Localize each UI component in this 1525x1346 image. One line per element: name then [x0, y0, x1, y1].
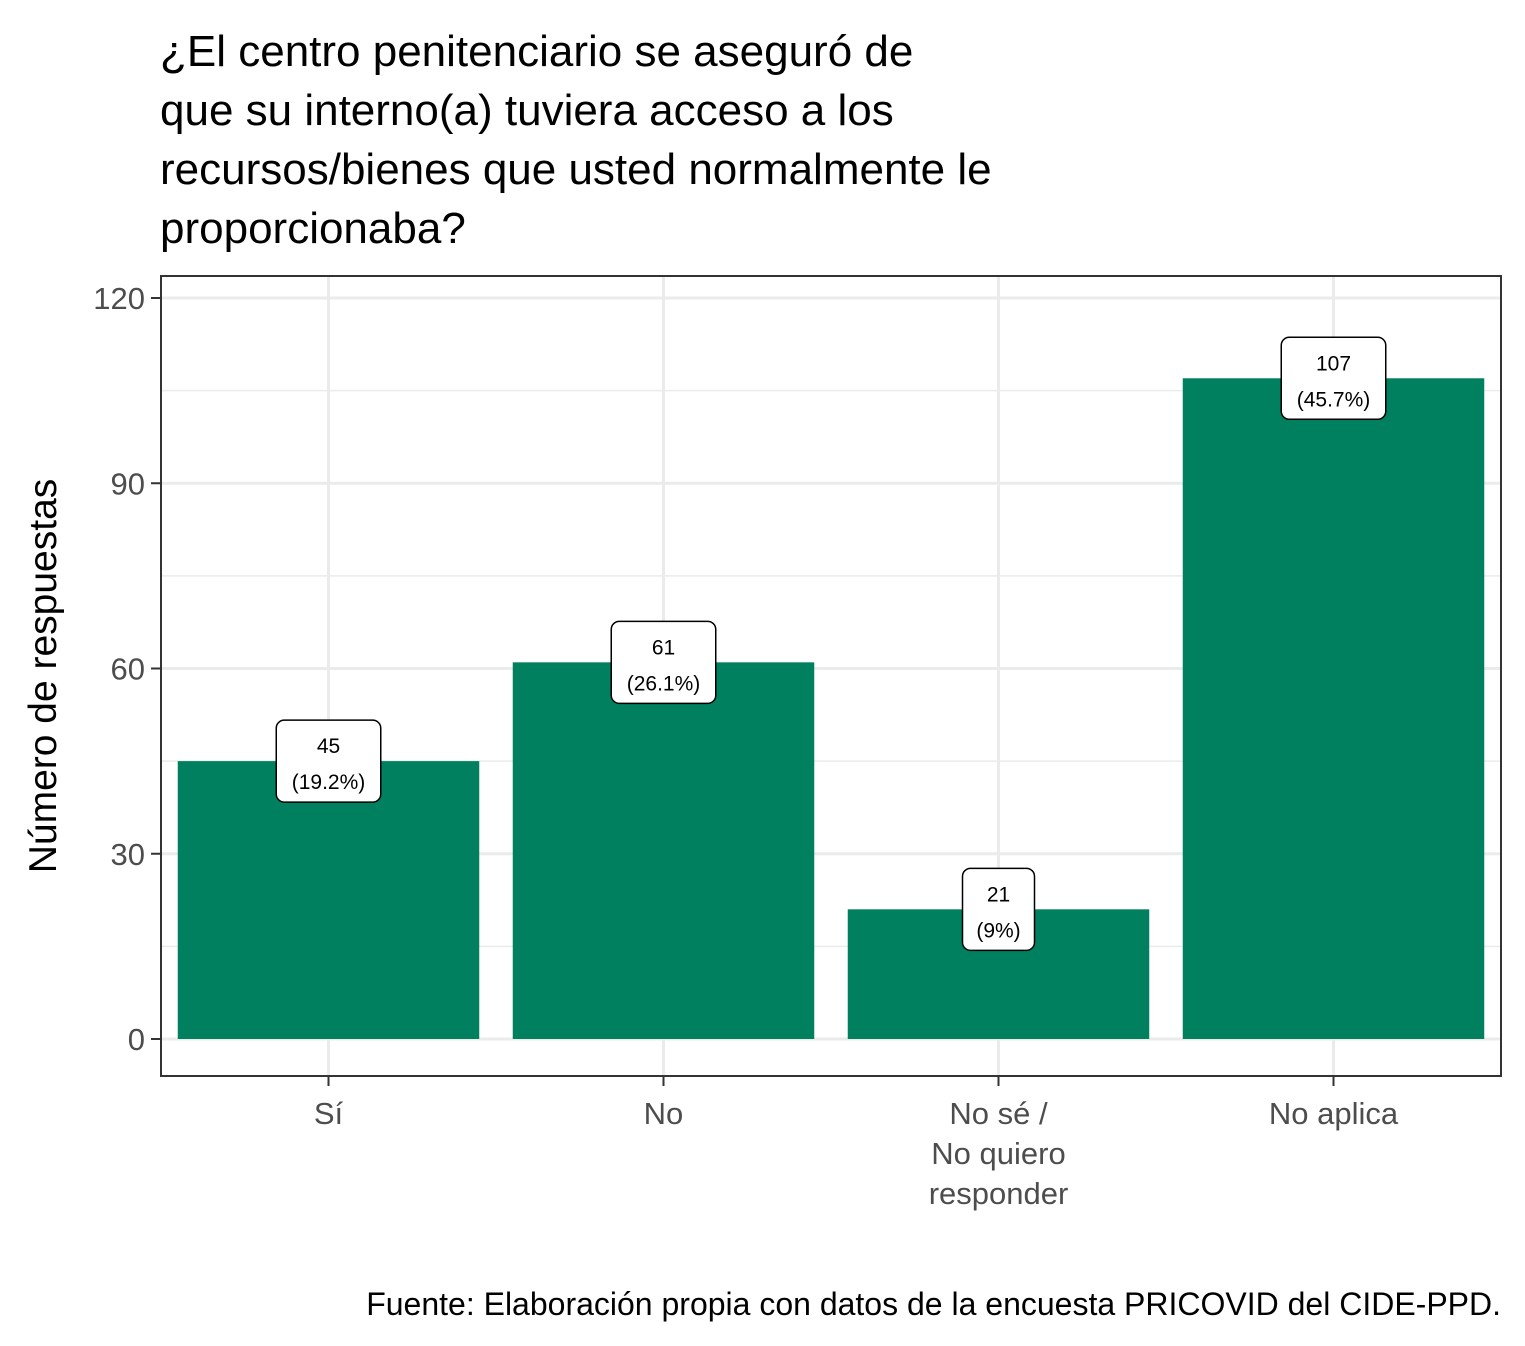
bar: [512, 662, 815, 1039]
chart-caption: Fuente: Elaboración propia con datos de …: [366, 1286, 1501, 1322]
data-label-percent: (9%): [976, 919, 1020, 942]
x-tick-label: No: [644, 1096, 684, 1131]
axes: 0 30 60 90 120 Sí No No sé / No quiero responder N…: [22, 275, 1502, 1211]
y-tick-label: 120: [93, 281, 145, 316]
data-label-percent: (26.1%): [627, 672, 701, 695]
data-label-percent: (19.2%): [292, 771, 366, 794]
data-labels: 45 (19.2%) 61 (26.1%) 21 (9%) 107 (45.7%): [275, 336, 1387, 952]
y-axis-title: Número de respuestas: [22, 479, 65, 874]
data-label-count: 61: [652, 636, 675, 659]
data-label-count: 21: [987, 883, 1010, 906]
x-tick-label: No aplica: [1269, 1096, 1399, 1131]
panel-border: [160, 275, 1502, 1077]
x-tick-label: No sé / No quiero responder: [929, 1096, 1069, 1211]
chart-title: ¿El centro penitenciario se aseguró de q…: [160, 27, 992, 253]
data-label-box: [275, 719, 382, 803]
data-label-box: [1280, 336, 1387, 421]
x-tick-label: Sí: [314, 1096, 344, 1131]
data-label-box: [961, 867, 1036, 952]
data-label: 107 (45.7%): [1280, 336, 1387, 421]
y-tick-label: 0: [128, 1022, 145, 1057]
y-tick-label: 90: [111, 466, 145, 501]
data-label: 21 (9%): [961, 867, 1036, 952]
data-label: 61 (26.1%): [610, 620, 717, 705]
data-label: 45 (19.2%): [275, 719, 382, 803]
bars: [177, 378, 1485, 1039]
data-label-box: [610, 620, 717, 705]
bar: [177, 761, 480, 1039]
data-label-count: 45: [317, 735, 340, 758]
y-tick-label: 30: [111, 837, 145, 872]
bar: [1182, 378, 1485, 1039]
data-label-percent: (45.7%): [1297, 388, 1371, 411]
data-label-count: 107: [1316, 352, 1351, 375]
y-tick-label: 60: [111, 652, 145, 687]
